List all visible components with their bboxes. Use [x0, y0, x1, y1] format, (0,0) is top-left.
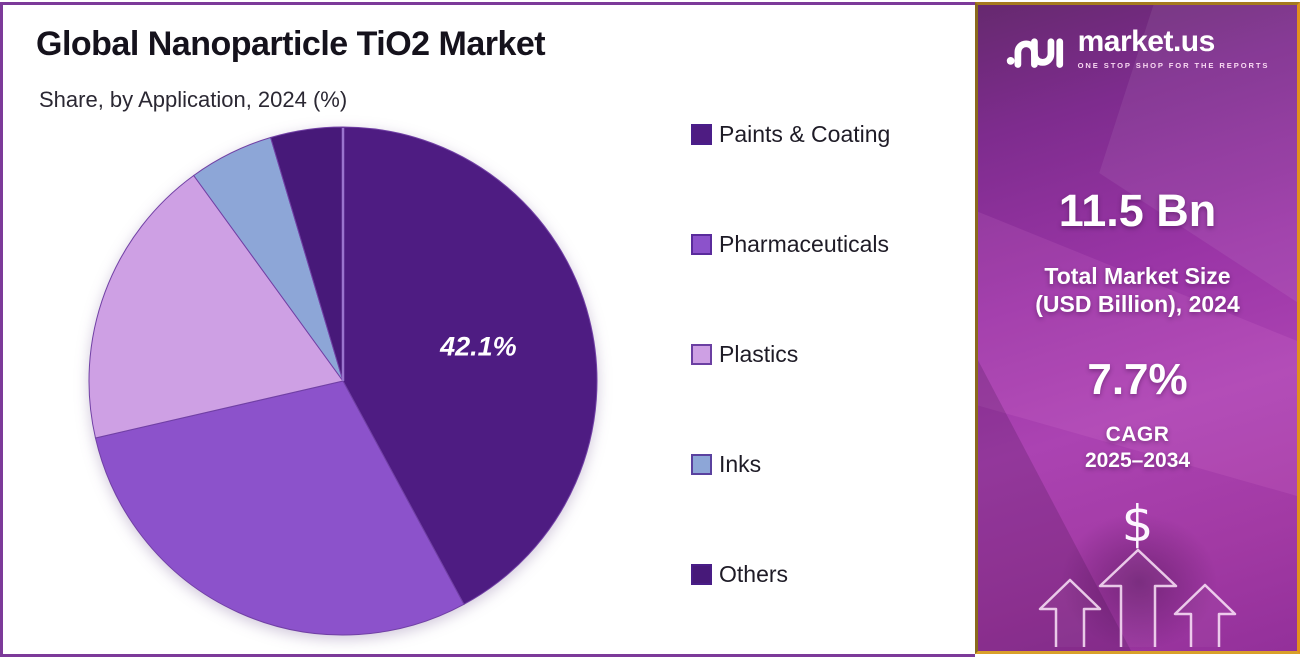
brand-tagline: ONE STOP SHOP FOR THE REPORTS — [1077, 61, 1270, 70]
dollar-icon: $ — [1121, 495, 1154, 553]
chart-subtitle: Share, by Application, 2024 (%) — [39, 87, 348, 112]
cagr-label-line1: CAGR — [1105, 423, 1170, 446]
pie-slice-paints-coating — [342, 126, 598, 606]
growth-arrow-icon — [1173, 583, 1237, 647]
market-us-logo-icon — [1006, 38, 1063, 68]
legend-label: Others — [719, 560, 789, 587]
brand-name: market.us — [1077, 25, 1216, 58]
pie-slice-pharmaceuticals — [94, 380, 465, 636]
legend-label: Inks — [719, 450, 762, 477]
sidebar: market.us ONE STOP SHOP FOR THE REPORTS … — [975, 2, 1300, 654]
market-size-value: 11.5 Bn — [1058, 185, 1217, 236]
legend-item-pharmaceuticals: Pharmaceuticals — [691, 231, 890, 257]
brand-logo: market.us ONE STOP SHOP FOR THE REPORTS — [978, 27, 1297, 70]
pie-slice-others — [269, 126, 344, 382]
market-size-label-line2: (USD Billion), 2024 — [1035, 291, 1240, 317]
chart-title: Global Nanoparticle TiO2 Market — [36, 25, 546, 63]
pie-data-label: 42.1% — [439, 332, 517, 362]
pie-slice-plastics — [88, 174, 344, 439]
legend-swatch — [691, 233, 712, 255]
pie-chart: 42.1% — [88, 126, 598, 636]
cagr-label-line2: 2025–2034 — [1084, 449, 1191, 472]
growth-arrow-icon — [1038, 578, 1102, 647]
growth-arrows — [1038, 548, 1237, 647]
legend-item-plastics: Plastics — [691, 341, 890, 367]
legend-swatch — [691, 453, 712, 475]
legend-item-paints-coating: Paints & Coating — [691, 121, 890, 147]
chart-panel: Global Nanoparticle TiO2 Market Share, b… — [0, 2, 975, 657]
legend-label: Pharmaceuticals — [719, 230, 890, 257]
cagr-value: 7.7% — [1087, 355, 1188, 404]
growth-arrow-icon — [1098, 548, 1178, 647]
legend-swatch — [691, 563, 712, 585]
legend-label: Paints & Coating — [719, 120, 891, 147]
legend-label: Plastics — [719, 340, 799, 367]
legend-swatch — [691, 343, 712, 365]
market-size-label-line1: Total Market Size — [1044, 263, 1231, 289]
legend: Paints & Coating Pharmaceuticals Plastics I… — [691, 121, 890, 662]
legend-item-inks: Inks — [691, 451, 890, 477]
legend-item-others: Others — [691, 561, 890, 587]
legend-swatch — [691, 123, 712, 145]
brand-text-block: market.us ONE STOP SHOP FOR THE REPORTS — [1077, 25, 1270, 71]
